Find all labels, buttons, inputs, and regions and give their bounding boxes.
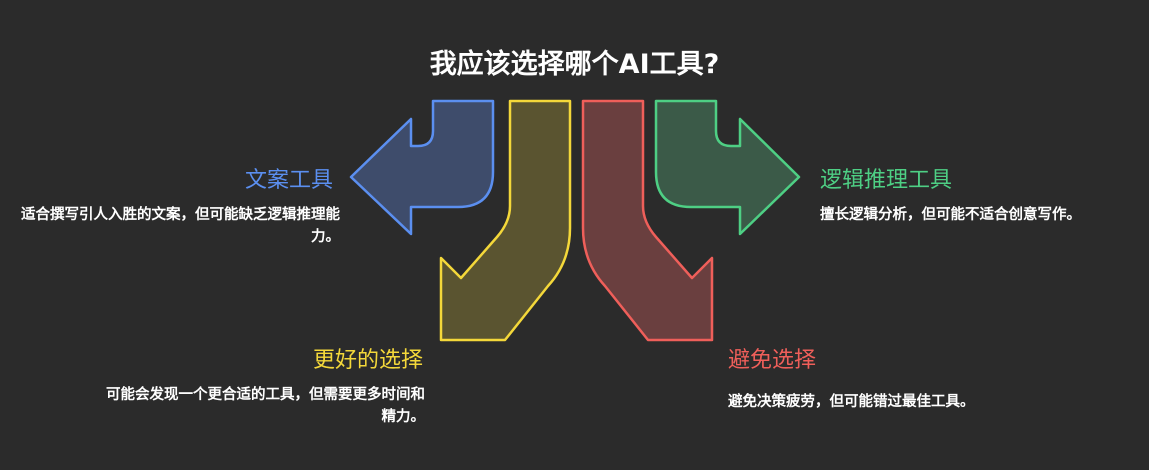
label-copy-tool: 文案工具 — [244, 168, 333, 193]
arrow-avoid — [581, 99, 714, 342]
diagram-title: 我应该选择哪个AI工具? — [429, 49, 720, 80]
desc-logic-tool: 擅长逻辑分析，但可能不适合创意写作。 — [820, 207, 1081, 223]
label-better-choice: 更好的选择 — [312, 348, 423, 373]
arrow-copy — [349, 99, 495, 236]
label-avoid-choice: 避免选择 — [728, 348, 817, 373]
arrow-logic — [654, 99, 801, 236]
desc-better-choice: 可能会发现一个更合适的工具，但需要更多时间和精力。 — [106, 387, 425, 425]
label-logic-tool: 逻辑推理工具 — [820, 168, 953, 193]
desc-copy-tool: 适合撰写引人入胜的文案，但可能缺乏逻辑推理能力。 — [21, 207, 340, 245]
desc-avoid-choice: 避免决策疲劳，但可能错过最佳工具。 — [728, 394, 975, 410]
arrow-better — [439, 99, 572, 342]
